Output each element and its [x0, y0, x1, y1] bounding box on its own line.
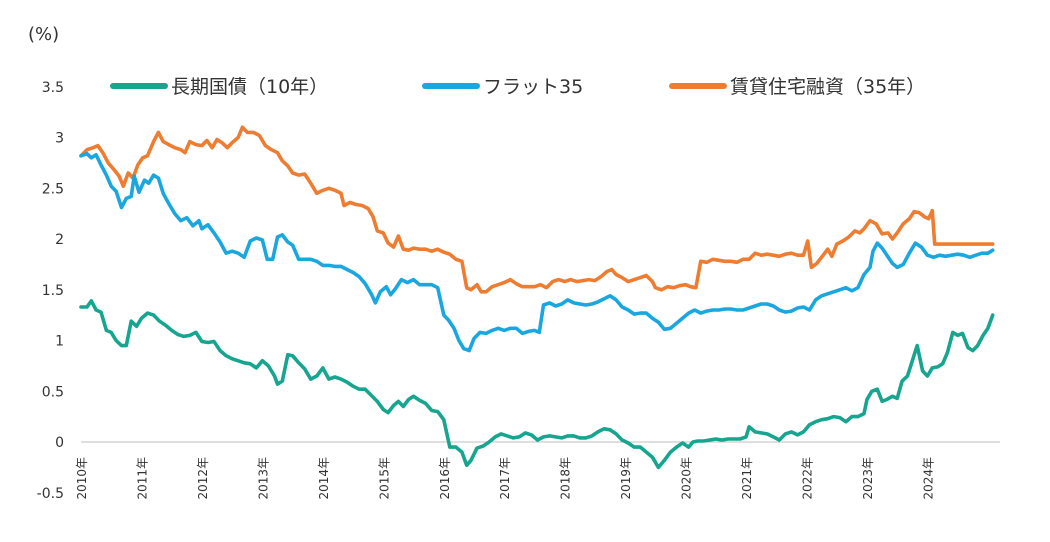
legend: 長期国債（10年） フラット35 賃貸住宅融資（35年）	[110, 76, 925, 98]
y-unit-label: (%)	[28, 24, 59, 45]
legend-label: 賃貸住宅融資（35年）	[730, 76, 925, 98]
x-axis-ticks: 2010年 2011年 2012年 2013年 2014年 2015年 2016年 2017年…	[75, 457, 935, 500]
x-tick-label: 2016年	[438, 457, 452, 500]
y-tick-label: -0.5	[37, 486, 64, 502]
series-line-rental-loan-35y	[79, 125, 995, 294]
y-axis-ticks: 3.5 3 2.5 2 1.5 1 0.5 0 -0.5	[37, 80, 64, 502]
y-tick-label: 2.5	[42, 181, 64, 197]
x-tick-label: 2018年	[559, 457, 573, 500]
y-tick-label: 1	[55, 334, 64, 350]
y-tick-label: 2	[55, 232, 64, 248]
legend-label: フラット35	[483, 76, 583, 98]
series-line-flat35	[79, 151, 995, 353]
x-tick-label: 2013年	[256, 457, 270, 500]
x-tick-label: 2022年	[801, 457, 815, 500]
x-tick-label: 2023年	[861, 457, 875, 500]
x-tick-label: 2019年	[619, 457, 633, 500]
y-tick-label: 0	[55, 435, 64, 451]
series-line-jgb-10y	[79, 299, 995, 470]
x-tick-label: 2017年	[498, 457, 512, 500]
y-tick-label: 1.5	[42, 283, 64, 299]
legend-label: 長期国債（10年）	[171, 76, 328, 98]
x-tick-label: 2015年	[377, 457, 391, 500]
x-tick-label: 2010年	[75, 457, 89, 500]
x-tick-label: 2020年	[680, 457, 694, 500]
y-tick-label: 3	[55, 131, 64, 147]
x-tick-label: 2012年	[196, 457, 210, 500]
y-tick-label: 3.5	[42, 80, 64, 96]
series-layer	[79, 125, 995, 470]
x-tick-label: 2024年	[921, 457, 935, 500]
x-tick-label: 2014年	[317, 457, 331, 500]
x-tick-label: 2021年	[740, 457, 754, 500]
x-tick-label: 2011年	[135, 457, 149, 500]
y-tick-label: 0.5	[42, 384, 64, 400]
